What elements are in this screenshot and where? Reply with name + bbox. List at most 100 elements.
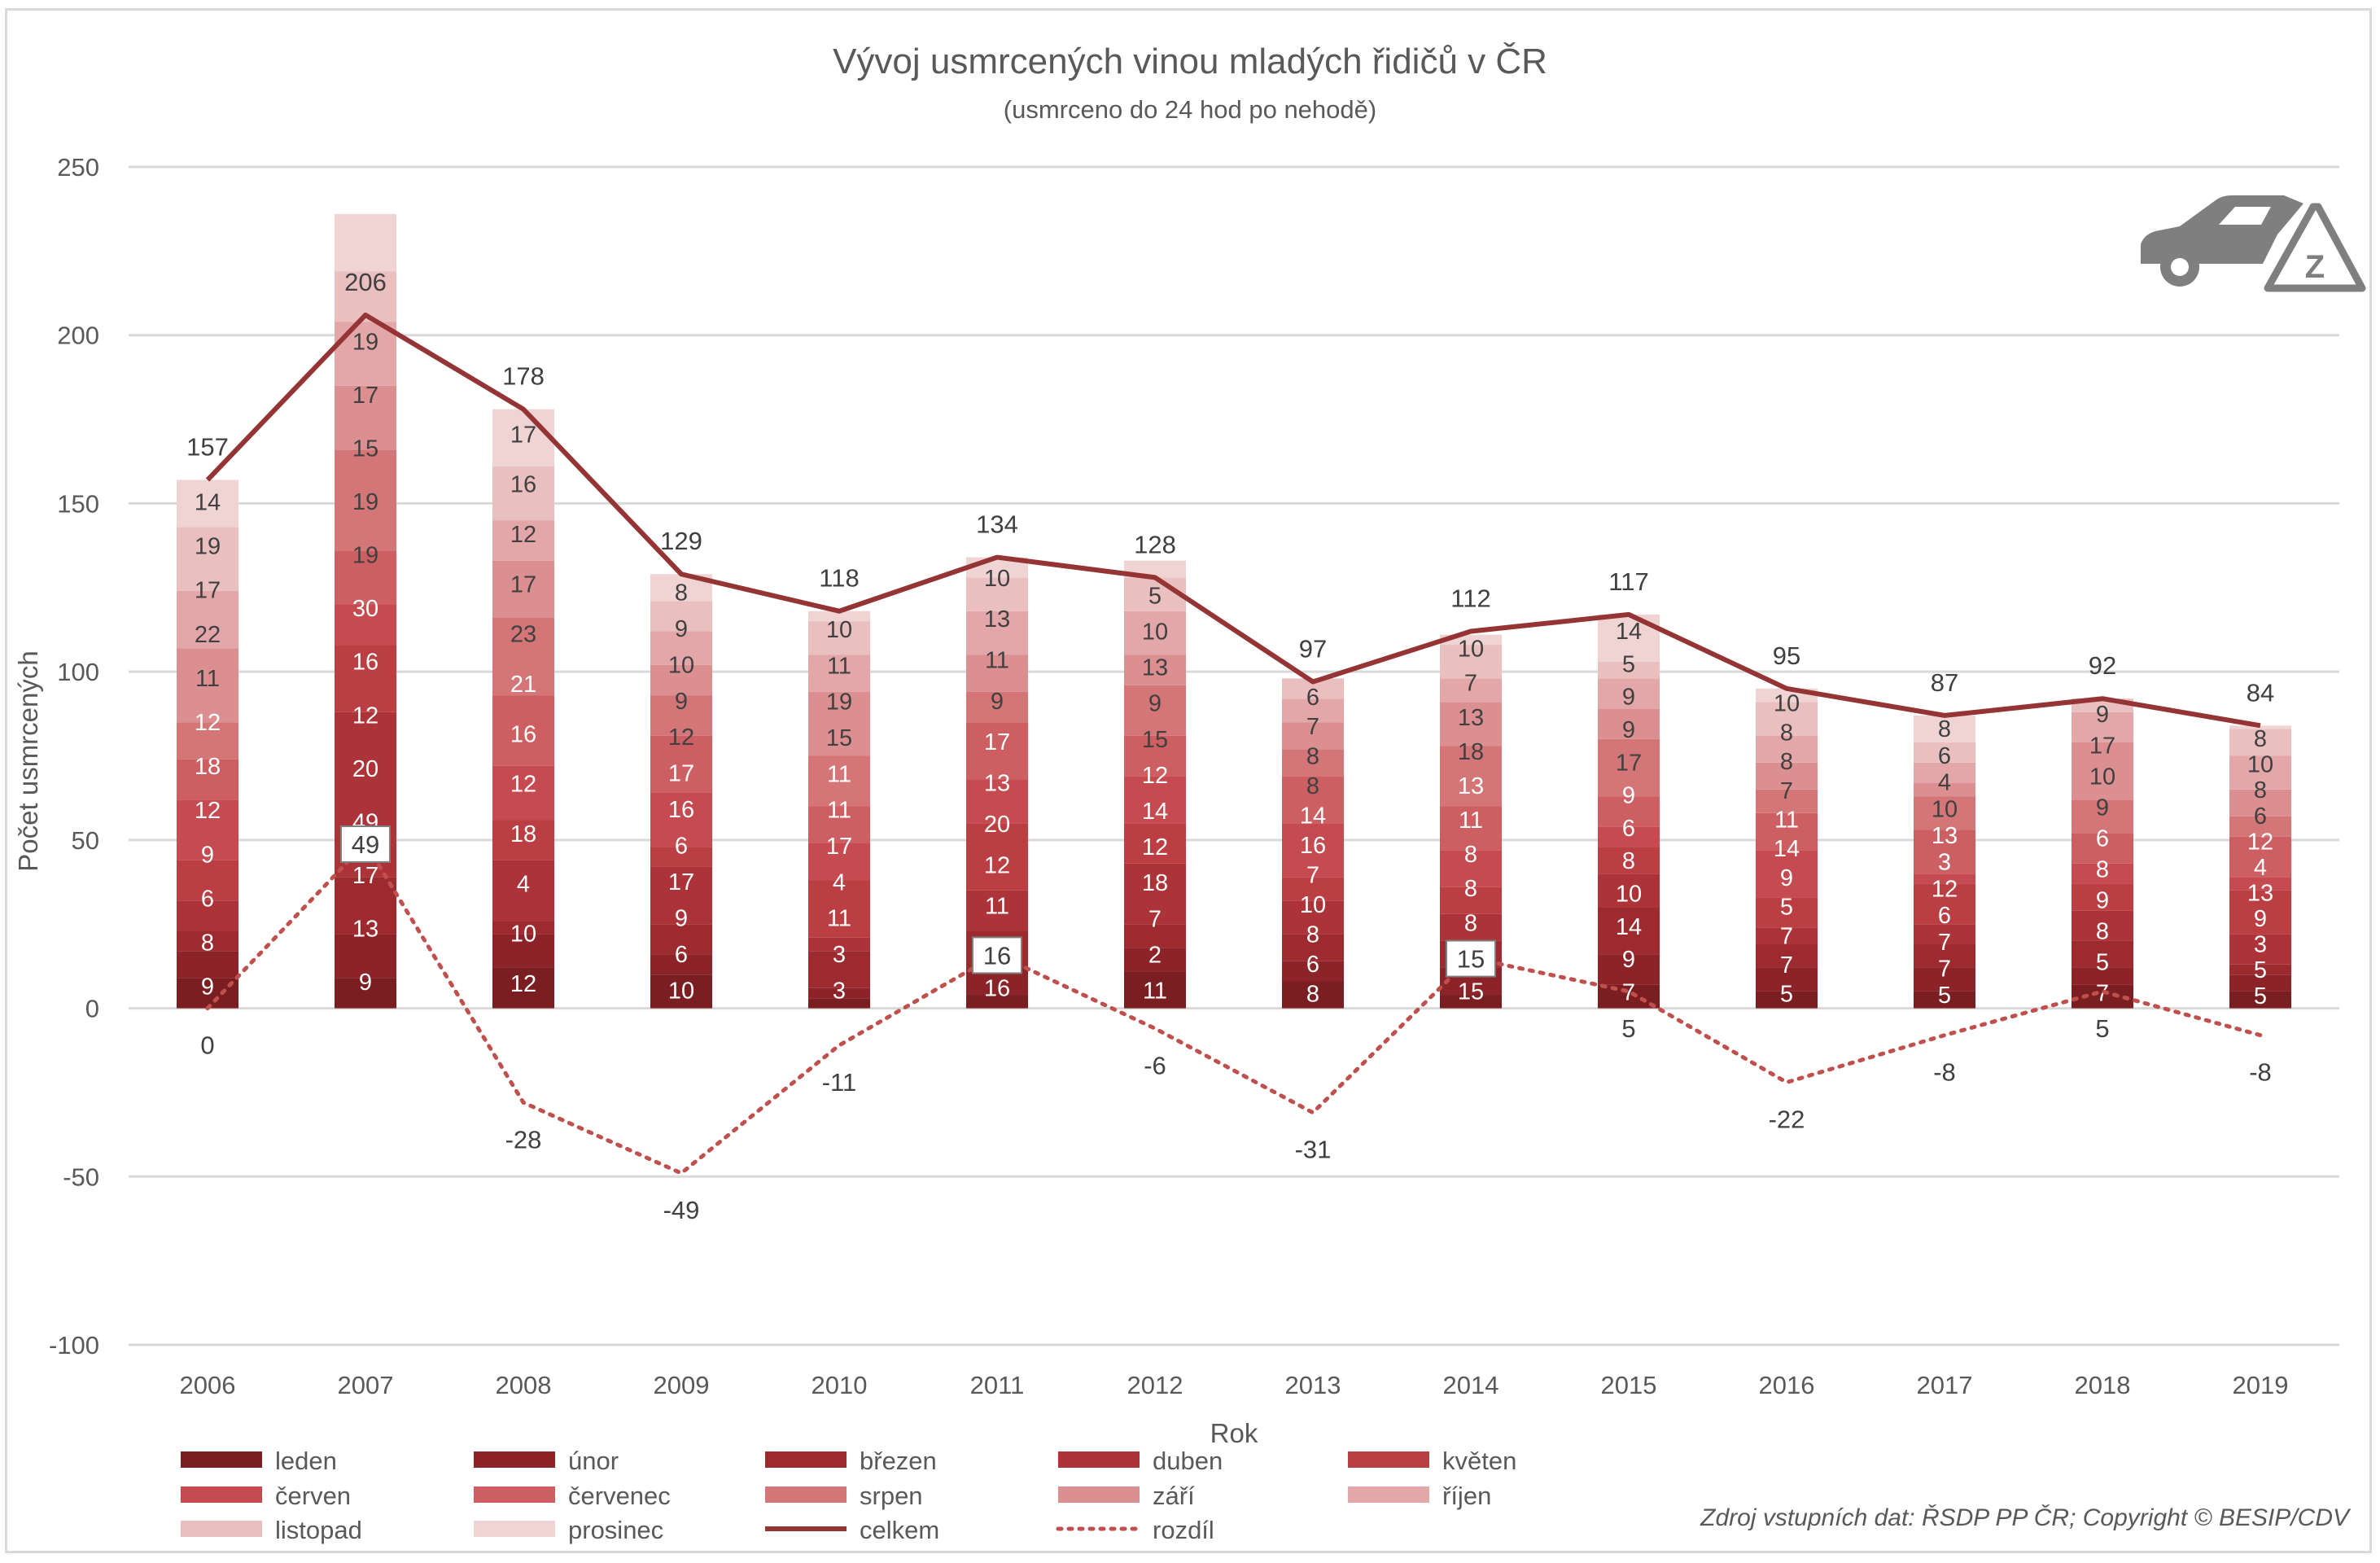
segment-label: 10 bbox=[984, 566, 1010, 592]
segment-label: 6 bbox=[2254, 803, 2267, 830]
bar-segment-červenec bbox=[2072, 833, 2133, 864]
segment-label: 7 bbox=[2096, 981, 2109, 1007]
x-tick-label: 2016 bbox=[1759, 1371, 1815, 1399]
legend-swatch bbox=[1058, 1486, 1140, 1503]
difference-label: 16 bbox=[983, 941, 1011, 970]
bar-segment-březen bbox=[1598, 907, 1660, 955]
bar-segment-říjen bbox=[1756, 735, 1818, 763]
bar-segment-prosinec bbox=[492, 409, 554, 466]
bar-segment-květen bbox=[2229, 890, 2291, 935]
bar-segment-červenec bbox=[335, 550, 396, 605]
bar-segment-březen bbox=[808, 951, 870, 988]
segment-label: 3 bbox=[833, 942, 846, 968]
segment-label: 13 bbox=[1142, 655, 1168, 681]
bar-segment-říjen bbox=[492, 520, 554, 561]
segment-label: 10 bbox=[1932, 796, 1958, 822]
young-driver-car-z-icon: Z bbox=[2141, 195, 2366, 292]
segment-label: 20 bbox=[984, 812, 1010, 838]
legend-swatch bbox=[765, 1451, 847, 1468]
series-lines bbox=[205, 312, 2263, 1176]
bar-segment-květen bbox=[1124, 823, 1186, 864]
difference-label: -49 bbox=[663, 1196, 700, 1224]
x-tick-label: 2012 bbox=[1127, 1371, 1183, 1399]
segment-label: 17 bbox=[352, 383, 378, 409]
bar-segment-červenec bbox=[2229, 836, 2291, 878]
segment-label: 11 bbox=[1459, 808, 1483, 834]
bar-segment-srpen bbox=[808, 755, 870, 807]
legend-label: prosinec bbox=[568, 1516, 663, 1544]
segment-label: 10 bbox=[826, 617, 852, 643]
segment-label: 13 bbox=[1458, 705, 1484, 731]
segment-label: 7 bbox=[1938, 930, 1951, 956]
svg-text:Z: Z bbox=[2305, 249, 2325, 285]
legend-swatch bbox=[181, 1521, 262, 1537]
segment-label: 14 bbox=[1142, 799, 1168, 825]
bar-segment-srpen bbox=[492, 617, 554, 696]
y-tick-label: 0 bbox=[85, 995, 99, 1023]
legend-item-březen: březen bbox=[765, 1447, 937, 1475]
segment-label: 12 bbox=[984, 852, 1010, 878]
segment-label: 9 bbox=[1622, 783, 1635, 809]
total-label: 206 bbox=[344, 268, 387, 296]
segment-label: 7 bbox=[1306, 863, 1319, 889]
segment-label: 13 bbox=[984, 606, 1010, 633]
bar-segment-listopad bbox=[808, 621, 870, 655]
legend-item-únor: únor bbox=[474, 1447, 619, 1475]
segment-label: 17 bbox=[826, 834, 852, 860]
segment-label: 12 bbox=[195, 798, 221, 824]
segment-label: 13 bbox=[2247, 881, 2273, 907]
legend-item-červen: červen bbox=[181, 1482, 351, 1510]
segment-label: 7 bbox=[1464, 671, 1477, 697]
bar-segment-leden bbox=[1756, 991, 1818, 1009]
segment-label: 10 bbox=[1142, 620, 1168, 646]
segment-label: 5 bbox=[1622, 651, 1635, 677]
legend-item-srpen: srpen bbox=[765, 1482, 923, 1510]
segment-label: 6 bbox=[1306, 952, 1319, 978]
bar-segment-červenec bbox=[1440, 806, 1502, 851]
legend-item-duben: duben bbox=[1058, 1447, 1223, 1475]
segment-label: 9 bbox=[1622, 947, 1635, 973]
segment-label: 9 bbox=[1780, 865, 1793, 891]
bar-segment-únor bbox=[1598, 954, 1660, 985]
bar-segment-říjen bbox=[2072, 711, 2133, 742]
total-label: 118 bbox=[819, 564, 859, 593]
segment-label: 15 bbox=[1458, 979, 1484, 1005]
bar-segment-květen bbox=[2072, 883, 2133, 911]
bar-segment-červenec bbox=[1756, 812, 1818, 851]
difference-label-box bbox=[1446, 939, 1496, 978]
legend-item-leden: leden bbox=[181, 1447, 337, 1475]
segment-label: 17 bbox=[668, 869, 694, 895]
segment-label: 5 bbox=[2254, 957, 2267, 983]
segment-label: 14 bbox=[1774, 836, 1800, 862]
y-axis-ticks: -100 -50 0 50 100 150 200 250 bbox=[49, 153, 99, 1359]
segment-label: 8 bbox=[1464, 910, 1477, 936]
total-label: 134 bbox=[976, 510, 1018, 539]
legend-swatch bbox=[474, 1451, 555, 1468]
segment-label: 14 bbox=[1616, 914, 1642, 940]
segment-label: 18 bbox=[510, 821, 536, 847]
bar-segment-březen bbox=[1124, 924, 1186, 948]
segment-label: 7 bbox=[1780, 778, 1793, 804]
difference-label: -8 bbox=[1933, 1058, 1956, 1087]
bar-segment-duben bbox=[2229, 934, 2291, 965]
bar-segment-duben bbox=[808, 937, 870, 952]
bar-segment-leden bbox=[492, 967, 554, 1009]
source-note: Zdroj vstupních dat: ŘSDP PP ČR; Copyrig… bbox=[1700, 1504, 2352, 1531]
bar-segment-říjen bbox=[335, 322, 396, 386]
segment-label: 6 bbox=[1306, 685, 1319, 711]
bar-segment-květen bbox=[335, 645, 396, 712]
bar-segment-leden bbox=[650, 974, 712, 1009]
x-tick-label: 2018 bbox=[2075, 1371, 2131, 1399]
bar-segment-březen bbox=[1914, 944, 1975, 968]
bar-segment-květen bbox=[650, 847, 712, 867]
segment-label: 10 bbox=[1774, 691, 1800, 717]
segment-label: 12 bbox=[1142, 763, 1168, 789]
y-tick-label: -50 bbox=[63, 1162, 99, 1191]
bar-segment-leden bbox=[966, 995, 1028, 1009]
total-label: 97 bbox=[1299, 635, 1327, 663]
segment-label: 11 bbox=[827, 906, 851, 932]
x-tick-label: 2008 bbox=[496, 1371, 552, 1399]
bar-segment-listopad bbox=[1914, 742, 1975, 763]
